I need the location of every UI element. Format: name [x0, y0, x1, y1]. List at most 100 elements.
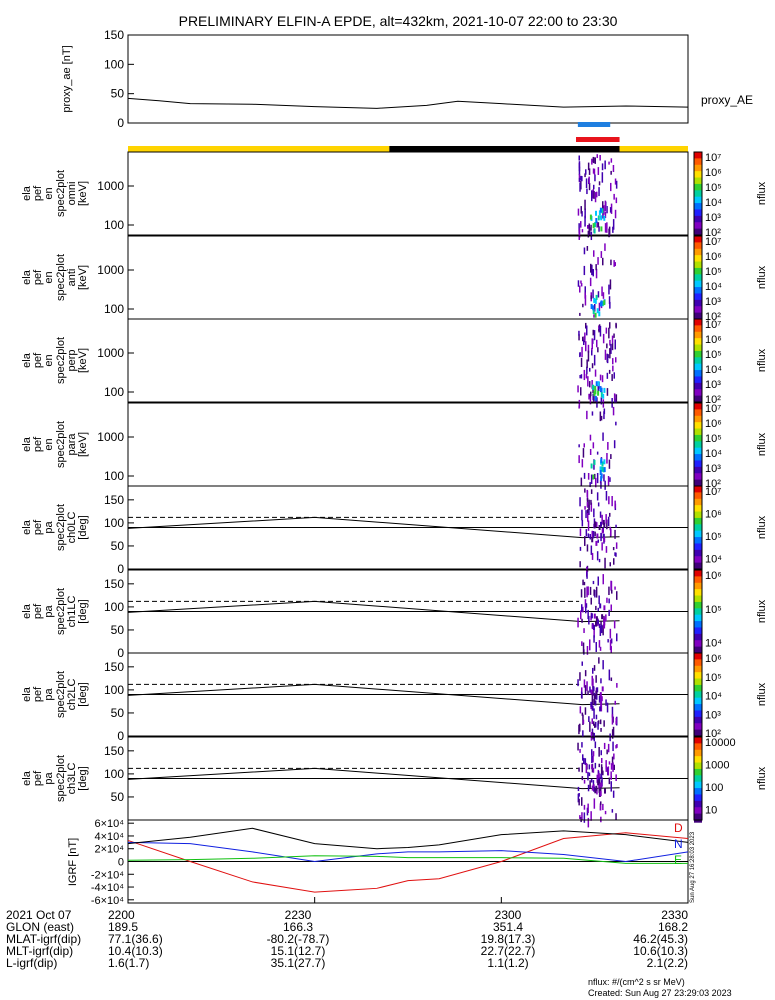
colorbar-step: [694, 443, 702, 447]
colorbar-step: [694, 409, 702, 413]
flux-pixel: [602, 208, 604, 219]
flux-core-pixel: [598, 783, 601, 789]
flux-pixel: [596, 492, 599, 501]
colorbar-step: [694, 813, 702, 817]
colorbar-step: [694, 259, 702, 263]
flux-pixel: [592, 189, 594, 199]
colorbar-step: [694, 756, 702, 759]
flux-pixel: [609, 512, 611, 517]
flux-core-pixel: [600, 476, 603, 482]
flux-pixel: [597, 539, 599, 543]
flux-pixel: [593, 589, 595, 596]
flux-core-pixel: [601, 301, 604, 307]
table-cell: 46.2(45.3): [633, 932, 688, 946]
panel-ylabel-line: pa: [43, 772, 55, 785]
panel-tick-label: 150: [104, 577, 124, 591]
table-row-header: L-igrf(dip): [6, 956, 57, 970]
flux-pixel: [588, 176, 590, 184]
panel-tick-label: 0: [117, 729, 124, 743]
flux-core-pixel: [597, 619, 599, 625]
colorbar-step: [694, 580, 702, 584]
flux-pixel: [593, 721, 595, 726]
colorbar-step: [694, 426, 702, 430]
colorbar-step: [694, 610, 702, 614]
flux-core-pixel: [602, 467, 605, 473]
colorbar-step: [694, 198, 702, 202]
flux-pixel: [598, 302, 601, 311]
flux-pixel: [580, 387, 582, 396]
flux-pixel: [602, 574, 604, 585]
flux-pixel: [594, 157, 596, 164]
flux-pixel: [594, 741, 597, 749]
table-cell: 35.1(27.7): [271, 956, 326, 970]
flux-pixel: [586, 188, 588, 195]
colorbar-step: [694, 169, 702, 172]
table-cell: 22.7(22.7): [481, 944, 536, 958]
colorbar-step: [694, 802, 702, 806]
colorbar-label: 10²: [705, 728, 721, 740]
colorbar-step: [694, 462, 702, 466]
colorbar-step: [694, 625, 702, 629]
flux-pixel: [593, 184, 595, 190]
colorbar-step: [694, 342, 702, 346]
flux-pixel: [615, 357, 617, 363]
colorbar-step: [694, 422, 702, 425]
flux-core-pixel: [599, 207, 602, 213]
flux-pixel: [600, 678, 602, 684]
flux-pixel: [597, 167, 600, 175]
flux-core-pixel: [599, 787, 602, 793]
flux-pixel: [584, 599, 587, 608]
proxy-ae-tick-label: 100: [104, 57, 124, 71]
colorbar-step: [694, 370, 702, 373]
colorbar-step: [694, 363, 702, 367]
colorbar-step: [694, 325, 702, 329]
colorbar-step: [694, 336, 702, 339]
flux-pixel: [614, 700, 616, 705]
colorbar-step: [694, 731, 702, 735]
flux-pixel: [600, 415, 603, 421]
flux-pixel: [591, 158, 593, 165]
flux-pixel: [586, 681, 588, 691]
colorbar-step: [694, 674, 702, 677]
flux-pixel: [604, 557, 606, 569]
flux-core-pixel: [604, 788, 606, 794]
colorbar-step: [694, 572, 702, 575]
colorbar-step: [694, 284, 702, 288]
flux-pixel: [608, 327, 610, 339]
colorbar-step: [694, 678, 702, 682]
flux-pixel: [600, 750, 602, 756]
panel-ylabel-line: omni: [66, 182, 78, 206]
flux-pixel: [584, 587, 586, 598]
colorbar-step: [694, 775, 702, 778]
flux-pixel: [598, 623, 601, 628]
colorbar-step: [694, 376, 702, 380]
flux-pixel: [592, 269, 594, 277]
colorbar-step: [694, 314, 702, 318]
flux-core-pixel: [600, 782, 603, 788]
colorbar-step: [694, 618, 702, 622]
colorbar-step: [694, 560, 702, 564]
flux-pixel: [605, 699, 607, 706]
orbit-segment: [128, 146, 390, 152]
flux-pixel: [608, 459, 611, 469]
flux-pixel: [581, 712, 584, 716]
flux-pixel: [592, 751, 595, 757]
table-row-header: 2021 Oct 07: [6, 908, 72, 922]
flux-core-pixel: [600, 215, 603, 221]
flux-pixel: [583, 247, 586, 255]
flux-pixel: [589, 277, 592, 287]
colorbar-step: [694, 238, 702, 241]
colorbar-step: [694, 599, 702, 603]
colorbar-step: [694, 635, 702, 639]
flux-core-pixel: [594, 395, 597, 401]
colorbar-step: [694, 220, 702, 223]
flux-pixel: [610, 343, 612, 354]
flux-pixel: [600, 251, 603, 259]
flux-pixel: [607, 639, 609, 643]
panel-ylabel-line: [keV]: [77, 348, 89, 373]
flux-pixel: [598, 181, 601, 186]
flux-pixel: [580, 280, 582, 284]
flux-pixel: [609, 628, 612, 639]
table-cell: 15.1(12.7): [271, 944, 326, 958]
colorbar-step: [694, 253, 702, 256]
